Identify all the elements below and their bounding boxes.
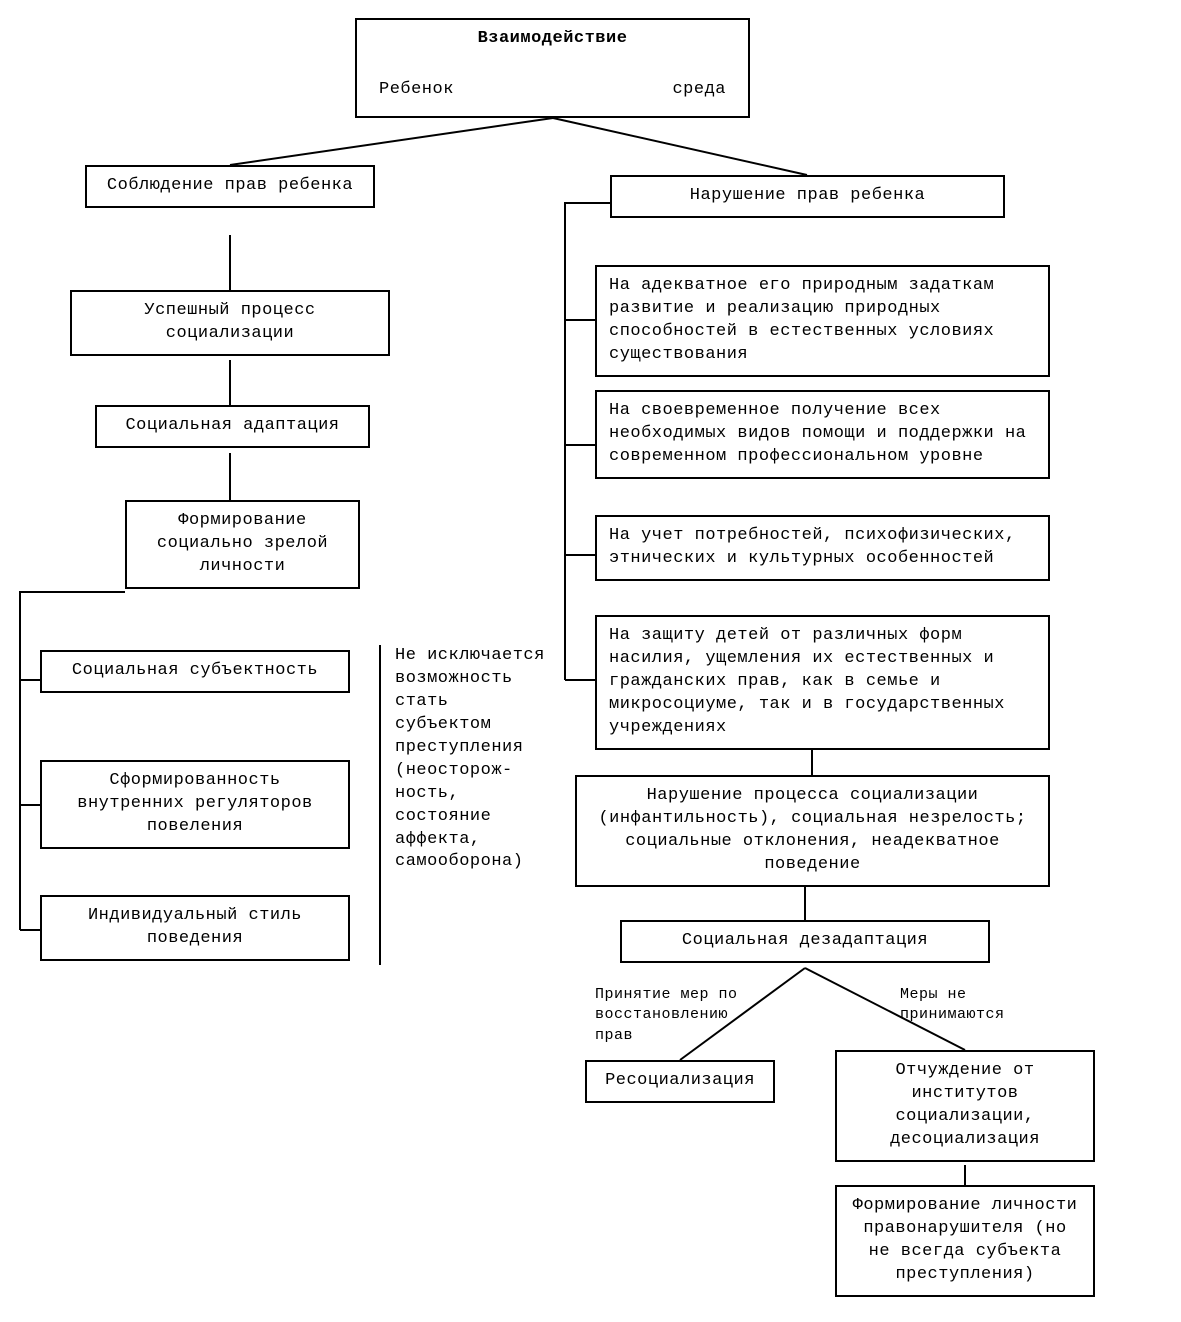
left-b2: Успешный процесс социализации [70, 290, 390, 356]
right-r4: На защиту детей от различных форм насили… [595, 615, 1050, 750]
fork-right-label: Меры не принимаются [900, 985, 1060, 1026]
right-final: Формирование лич­ности правона­рушителя … [835, 1185, 1095, 1297]
left-aside-note: Не исключается возможность стать субъект… [395, 645, 555, 874]
diagram-canvas: Взаимодействие Ребенок среда Соблюдение … [0, 0, 1181, 1322]
left-b1: Соблюдение прав ребенка [85, 165, 375, 208]
right-r1: На адекватное его природным задаткам раз… [595, 265, 1050, 377]
fork-left-label: Принятие мер по восстановлению прав [595, 985, 765, 1046]
left-sub1: Социальная субъектность [40, 650, 350, 693]
right-r3: На учет потребностей, психофизических, э… [595, 515, 1050, 581]
left-b4: Формирование социально зрелой личности [125, 500, 360, 589]
right-b1: Нарушение прав ребенка [610, 175, 1005, 218]
right-b3: Социальная дезадаптация [620, 920, 990, 963]
top-right-label: среда [672, 79, 726, 102]
right-r2: На своевременное получение всех необходи… [595, 390, 1050, 479]
left-sub3: Индивидуальный стиль поведения [40, 895, 350, 961]
right-out-left: Ресоциали­зация [585, 1060, 775, 1103]
right-b2: Нарушение процесса социализации (инфанти… [575, 775, 1050, 887]
top-title: Взаимодействие [369, 28, 736, 51]
right-out-right: Отчуждение от институтов социализации, д… [835, 1050, 1095, 1162]
left-sub2: Сформированность внутренних регуляторов … [40, 760, 350, 849]
top-interaction-box: Взаимодействие Ребенок среда [355, 18, 750, 118]
top-left-label: Ребенок [379, 79, 454, 102]
left-b3: Социальная адаптация [95, 405, 370, 448]
